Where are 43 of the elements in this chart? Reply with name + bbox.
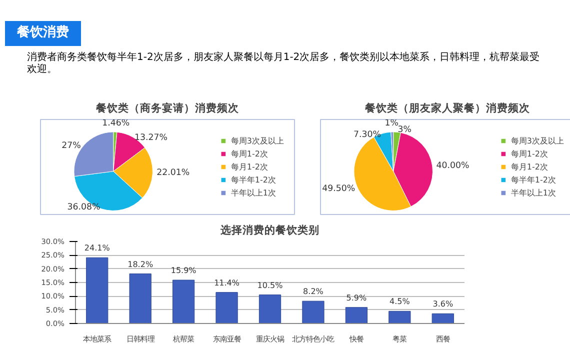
data-label: 13.27%: [134, 133, 168, 144]
data-label: 18.2%: [128, 260, 154, 269]
data-label: 15.9%: [170, 266, 197, 276]
legend-label: 半年以上1次: [510, 187, 556, 198]
data-label: 4.5%: [390, 297, 410, 306]
bar: [172, 280, 195, 324]
data-label: 5.9%: [346, 293, 368, 302]
data-label: 8.2%: [303, 287, 324, 296]
bar: [345, 307, 368, 324]
bar: [388, 310, 411, 324]
bar: [302, 300, 324, 324]
text: 餐饮消费: [5, 21, 81, 46]
bar: [129, 274, 152, 324]
bar: [432, 313, 454, 324]
chart-title: 餐饮类（商务宴请）消费频次: [95, 102, 240, 114]
data-label: 40.00%: [436, 161, 470, 172]
legend-label: 半年以上1次: [230, 187, 276, 198]
data-label: 7.30%: [353, 130, 381, 140]
legend-label: 每周1-2次: [230, 148, 268, 159]
legend-label: 每半年1-2次: [510, 174, 556, 185]
data-label: 1.46%: [102, 118, 130, 129]
legend-label: 每月1-2次: [230, 161, 268, 172]
legend-label: 每半年1-2次: [230, 174, 276, 185]
legend-label: 每月1-2次: [510, 161, 548, 172]
bar: [258, 294, 282, 324]
data-label: 36.08%: [67, 202, 100, 213]
text: 消费者商务类餐饮每半年1-2次居多，朋友家人聚餐以每月1-2次居多，餐饮类别以本地菜系，日韩料理，杭帮菜最受欢迎。: [27, 52, 541, 77]
legend-label: 每周3次及以上: [510, 135, 564, 146]
data-label: 1%: [384, 118, 399, 129]
data-label: 3.6%: [432, 300, 454, 309]
data-label: 3%: [398, 125, 412, 136]
bar: [216, 292, 238, 324]
data-label: 24.1%: [84, 244, 110, 253]
bar: [86, 257, 108, 324]
data-label: 11.4%: [214, 278, 240, 288]
legend-label: 每周1-2次: [510, 148, 548, 159]
data-label: 22.01%: [156, 168, 190, 178]
data-label: 27%: [62, 141, 81, 152]
legend-label: 每周3次及以上: [230, 135, 284, 146]
chart-title: 选择消费的餐饮类别: [220, 224, 320, 236]
data-label: 10.5%: [257, 280, 284, 290]
chart-title: 餐饮类（朋友家人聚餐）消费频次: [364, 102, 531, 114]
data-label: 49.50%: [322, 184, 356, 194]
